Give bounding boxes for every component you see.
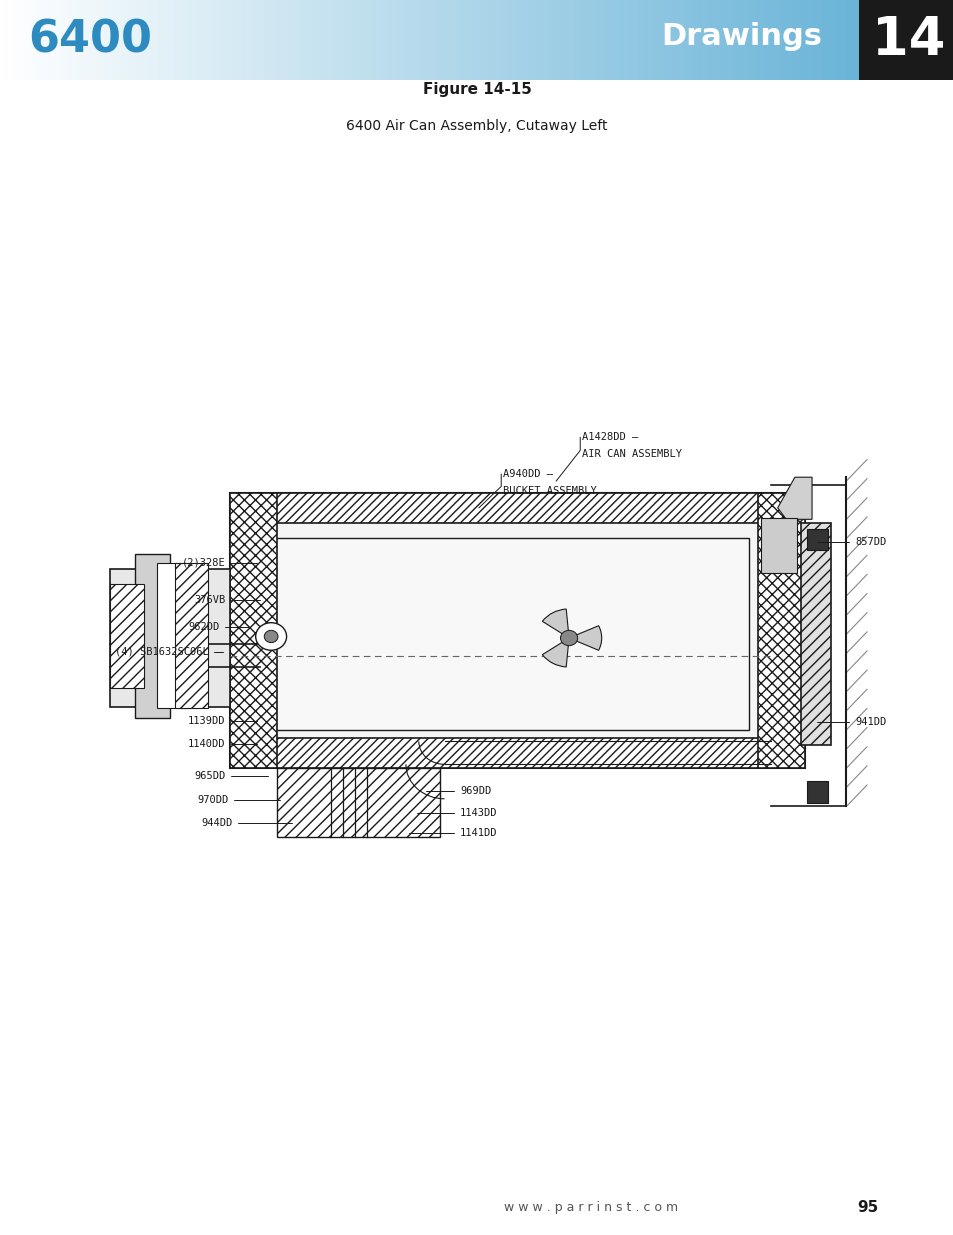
Bar — [110, 569, 230, 706]
Bar — [174, 563, 208, 709]
Text: 6400: 6400 — [29, 19, 152, 62]
Text: 376VB: 376VB — [194, 595, 259, 605]
Text: 14: 14 — [872, 14, 944, 67]
Text: Drawings: Drawings — [660, 22, 821, 51]
Wedge shape — [568, 626, 601, 651]
Text: A1428DD —: A1428DD — — [581, 432, 638, 442]
Bar — [858, 0, 953, 80]
Circle shape — [559, 630, 577, 646]
Bar — [757, 493, 804, 768]
Bar — [259, 538, 749, 730]
Text: (4) SB1632SC06L: (4) SB1632SC06L — [114, 647, 223, 657]
Bar — [760, 517, 796, 573]
Text: 1141DD: 1141DD — [408, 829, 497, 839]
Bar — [230, 737, 804, 768]
Text: 965DD: 965DD — [194, 771, 268, 781]
Text: 6400 Air Can Assembly, Cutaway Left: 6400 Air Can Assembly, Cutaway Left — [346, 119, 607, 133]
Text: 857DD: 857DD — [816, 537, 885, 547]
Text: 969DD: 969DD — [425, 787, 491, 797]
Text: 962DD: 962DD — [188, 621, 249, 631]
Text: 1143DD: 1143DD — [416, 808, 497, 818]
Text: Figure 14-15: Figure 14-15 — [422, 82, 531, 96]
Bar — [230, 493, 277, 768]
Wedge shape — [541, 638, 568, 667]
Polygon shape — [777, 477, 811, 519]
Circle shape — [255, 622, 286, 651]
Wedge shape — [541, 609, 568, 638]
Bar — [806, 782, 827, 803]
Text: w w w . p a r r i n s t . c o m: w w w . p a r r i n s t . c o m — [504, 1202, 678, 1214]
Text: 95: 95 — [857, 1200, 878, 1215]
Bar — [110, 584, 144, 688]
Bar — [135, 553, 170, 719]
Bar — [230, 493, 804, 768]
Text: 941DD: 941DD — [816, 718, 885, 727]
Text: (2)328E: (2)328E — [182, 558, 257, 568]
Bar — [806, 529, 827, 550]
Text: A940DD —: A940DD — — [502, 469, 553, 479]
Text: BUCKET ASSEMBLY: BUCKET ASSEMBLY — [502, 487, 596, 496]
Bar — [230, 493, 804, 524]
Bar — [156, 563, 190, 709]
Circle shape — [264, 630, 277, 642]
Text: 1140DD: 1140DD — [188, 739, 257, 748]
Text: AIR CAN ASSEMBLY: AIR CAN ASSEMBLY — [581, 450, 681, 459]
Text: 970DD: 970DD — [196, 795, 280, 805]
Text: 1139DD: 1139DD — [188, 716, 257, 726]
Bar — [276, 768, 439, 837]
Bar — [800, 524, 830, 745]
Text: 944DD: 944DD — [201, 819, 292, 829]
